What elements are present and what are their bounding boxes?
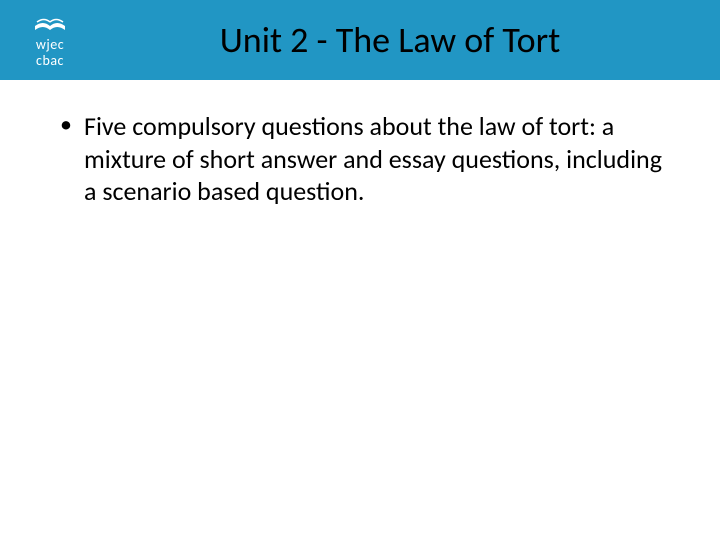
- bullet-item: Five compulsory questions about the law …: [60, 110, 680, 208]
- slide-title: Unit 2 - The Law of Tort: [220, 18, 601, 62]
- slide-body: Five compulsory questions about the law …: [0, 80, 720, 208]
- slide-header: wjec cbac Unit 2 - The Law of Tort: [0, 0, 720, 80]
- title-block: Unit 2 - The Law of Tort: [100, 0, 720, 80]
- logo-block: wjec cbac: [0, 0, 100, 80]
- logo-text-line2: cbac: [36, 53, 64, 68]
- bullet-list: Five compulsory questions about the law …: [40, 110, 680, 208]
- open-book-icon: [33, 12, 67, 35]
- logo-text-line1: wjec: [36, 37, 64, 52]
